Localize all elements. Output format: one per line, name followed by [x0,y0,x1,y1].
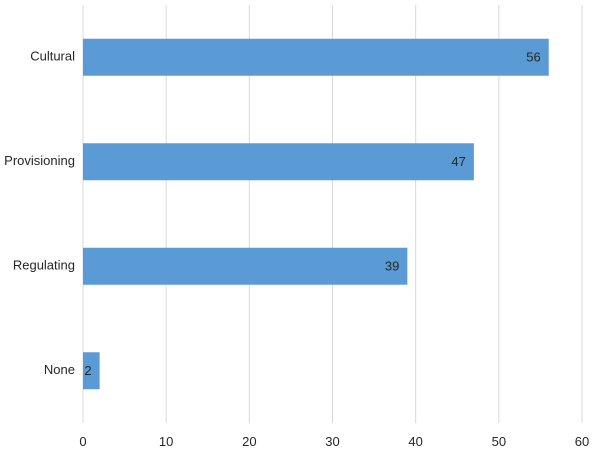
category-label-none: None [44,362,75,377]
bar-cultural [83,38,549,76]
data-labels: 56 47 39 2 [84,50,540,379]
x-tick-label-10: 10 [159,434,173,449]
category-label-provisioning: Provisioning [4,153,75,168]
data-label-none: 2 [84,363,91,378]
category-labels: Cultural Provisioning Regulating None [4,49,75,378]
x-tick-label-60: 60 [575,434,589,449]
x-tick-label-40: 40 [408,434,422,449]
x-tick-label-30: 30 [325,434,339,449]
category-label-regulating: Regulating [13,258,75,273]
data-label-cultural: 56 [526,50,540,65]
data-label-provisioning: 47 [451,154,465,169]
x-tick-label-0: 0 [79,434,86,449]
x-tick-label-50: 50 [492,434,506,449]
bar-regulating [83,247,408,285]
x-axis-ticks: 0 10 20 30 40 50 60 [79,434,589,449]
bar-provisioning [83,143,474,181]
data-label-regulating: 39 [385,259,399,274]
bar-none [83,352,100,390]
bars [83,38,549,390]
category-label-cultural: Cultural [30,49,75,64]
x-tick-label-20: 20 [242,434,256,449]
